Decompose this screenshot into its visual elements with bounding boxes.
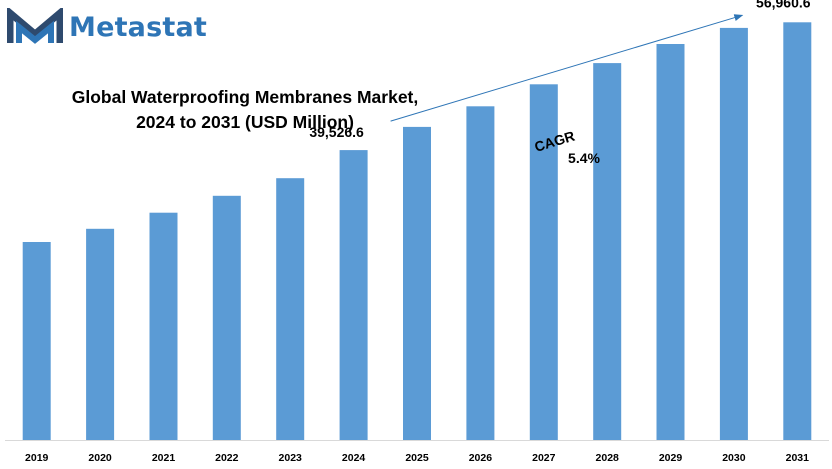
bar-2031 bbox=[783, 22, 812, 441]
chart-title-line-1: Global Waterproofing Membranes Market, bbox=[71, 87, 419, 107]
x-tick-label-2019: 2019 bbox=[25, 452, 49, 464]
x-tick-label-2024: 2024 bbox=[342, 452, 366, 464]
x-tick-labels: 2019 2020 2021 2022 2023 2024 2025 2026 2027 2028… bbox=[25, 452, 809, 464]
x-tick-label-2025: 2025 bbox=[405, 452, 429, 464]
x-tick-label-2022: 2022 bbox=[215, 452, 239, 464]
bars-group bbox=[22, 22, 812, 441]
bar-2030 bbox=[719, 27, 748, 441]
brand-name: Metastat bbox=[69, 11, 208, 43]
x-tick-label-2027: 2027 bbox=[532, 452, 556, 464]
bar-2019 bbox=[22, 242, 51, 440]
bar-2029 bbox=[656, 44, 685, 440]
x-tick-label-2020: 2020 bbox=[88, 452, 112, 464]
bar-2027 bbox=[529, 84, 558, 441]
chart-title: Global Waterproofing Membranes Market, 2… bbox=[40, 85, 450, 135]
bar-2025 bbox=[403, 126, 431, 441]
data-label-2024: 39,526.6 bbox=[309, 124, 364, 140]
bar-2026 bbox=[466, 106, 495, 441]
cagr-value: 5.4% bbox=[568, 150, 600, 166]
data-labels: 39,526.6 56,960.6 bbox=[309, 0, 810, 140]
metastat-m-logo-icon bbox=[7, 8, 63, 44]
brand-logo: Metastat bbox=[7, 8, 207, 46]
bar-2023 bbox=[276, 178, 305, 440]
x-tick-label-2021: 2021 bbox=[152, 452, 176, 464]
x-tick-label-2023: 2023 bbox=[279, 452, 303, 464]
bar-2021 bbox=[149, 212, 178, 440]
x-tick-label-2029: 2029 bbox=[659, 452, 683, 464]
cagr-arrow bbox=[390, 14, 744, 122]
bar-2020 bbox=[86, 228, 115, 440]
x-tick-label-2028: 2028 bbox=[596, 452, 620, 464]
chart-title-line-2: 2024 to 2031 (USD Million) bbox=[136, 112, 354, 132]
data-label-2031: 56,960.6 bbox=[756, 0, 811, 10]
bar-2028 bbox=[593, 63, 622, 440]
x-tick-label-2031: 2031 bbox=[786, 452, 810, 464]
bar-2024 bbox=[339, 150, 368, 440]
bar-2022 bbox=[212, 195, 241, 440]
x-tick-label-2026: 2026 bbox=[469, 452, 493, 464]
x-tick-label-2030: 2030 bbox=[722, 452, 746, 464]
